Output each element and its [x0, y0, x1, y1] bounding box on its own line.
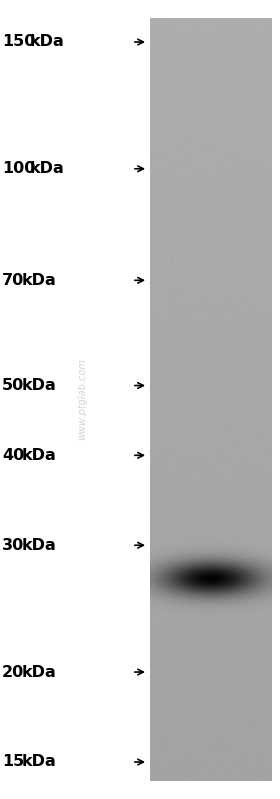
Text: kDa: kDa: [30, 161, 65, 177]
Text: 50: 50: [2, 378, 24, 393]
Text: 100: 100: [2, 161, 35, 177]
Text: kDa: kDa: [22, 754, 57, 769]
Text: kDa: kDa: [30, 34, 65, 50]
Text: kDa: kDa: [22, 378, 57, 393]
Text: www.ptglab.com: www.ptglab.com: [78, 359, 87, 440]
Text: 15: 15: [2, 754, 24, 769]
Text: kDa: kDa: [22, 272, 57, 288]
Text: 20: 20: [2, 665, 24, 679]
Text: 30: 30: [2, 538, 24, 553]
Text: 40: 40: [2, 447, 24, 463]
Text: 150: 150: [2, 34, 35, 50]
Text: 70: 70: [2, 272, 24, 288]
Text: kDa: kDa: [22, 538, 57, 553]
Text: kDa: kDa: [22, 447, 57, 463]
Text: kDa: kDa: [22, 665, 57, 679]
